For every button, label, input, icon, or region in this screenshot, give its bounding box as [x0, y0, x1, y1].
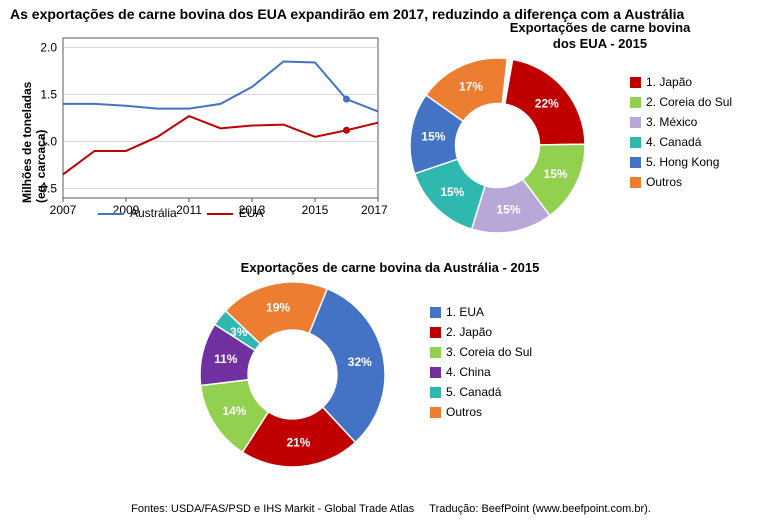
- legend-swatch: [430, 387, 441, 398]
- legend-label: 4. China: [446, 365, 491, 379]
- legend-label: 4. Canadá: [646, 135, 701, 149]
- svg-text:15%: 15%: [421, 129, 445, 143]
- svg-text:15%: 15%: [440, 185, 464, 199]
- legend-item: 1. Japão: [630, 75, 732, 89]
- donut-usa-legend: 1. Japão 2. Coreia do Sul 3. México 4. Cana…: [630, 75, 732, 195]
- chart-title-aus: Exportações de carne bovina da Austrália…: [210, 260, 570, 276]
- legend-label: 3. Coreia do Sul: [446, 345, 532, 359]
- svg-text:21%: 21%: [286, 436, 310, 450]
- donut-chart-aus: Exportações de carne bovina da Austrália…: [170, 260, 640, 490]
- line-chart: Milhões de toneladas(eq. carcaça) 0.51.0…: [8, 28, 388, 258]
- footer: Fontes: USDA/FAS/PSD e IHS Markit - Glob…: [0, 503, 782, 515]
- legend-swatch: [630, 77, 641, 88]
- svg-text:32%: 32%: [348, 355, 372, 369]
- footer-sources: Fontes: USDA/FAS/PSD e IHS Markit - Glob…: [131, 503, 414, 515]
- legend-swatch: [430, 367, 441, 378]
- svg-text:2015: 2015: [302, 203, 329, 217]
- legend-label: Outros: [446, 405, 482, 419]
- legend-item: 5. Hong Kong: [630, 155, 732, 169]
- legend-item: 1. EUA: [430, 305, 532, 319]
- legend-swatch: [630, 157, 641, 168]
- donut-chart-usa: Exportações de carne bovinados EUA - 201…: [400, 20, 775, 250]
- svg-text:2007: 2007: [50, 203, 77, 217]
- svg-text:17%: 17%: [459, 79, 483, 93]
- legend-label: 1. EUA: [446, 305, 484, 319]
- svg-text:1.5: 1.5: [40, 87, 57, 101]
- svg-text:15%: 15%: [497, 202, 521, 216]
- legend-swatch: [430, 347, 441, 358]
- legend-label: 1. Japão: [646, 75, 692, 89]
- chart-title-usa: Exportações de carne bovinados EUA - 201…: [480, 20, 720, 51]
- svg-text:1.0: 1.0: [40, 135, 57, 149]
- legend-item: 4. Canadá: [630, 135, 732, 149]
- legend-label: Outros: [646, 175, 682, 189]
- legend-item-australia: Austrália: [98, 206, 177, 220]
- legend-label: 2. Japão: [446, 325, 492, 339]
- legend-swatch: [430, 327, 441, 338]
- footer-translation: Tradução: BeefPoint (www.beefpoint.com.b…: [429, 503, 651, 515]
- legend-item-eua: EUA: [207, 206, 264, 220]
- legend-swatch: [630, 177, 641, 188]
- svg-text:19%: 19%: [266, 301, 290, 315]
- svg-text:11%: 11%: [214, 352, 238, 366]
- legend-swatch: [430, 407, 441, 418]
- svg-text:2017F: 2017F: [361, 203, 388, 217]
- svg-text:22%: 22%: [535, 97, 559, 111]
- legend-item: 5. Canadá: [430, 385, 532, 399]
- legend-item: Outros: [430, 405, 532, 419]
- donut-aus-legend: 1. EUA 2. Japão 3. Coreia do Sul 4. China 5.…: [430, 305, 532, 425]
- svg-text:14%: 14%: [222, 404, 246, 418]
- svg-text:2.0: 2.0: [40, 40, 57, 54]
- legend-swatch: [630, 117, 641, 128]
- legend-item: 4. China: [430, 365, 532, 379]
- legend-item: Outros: [630, 175, 732, 189]
- svg-text:0.5: 0.5: [40, 182, 57, 196]
- legend-item: 2. Japão: [430, 325, 532, 339]
- legend-label: 5. Canadá: [446, 385, 501, 399]
- legend-swatch: [630, 97, 641, 108]
- legend-label: 5. Hong Kong: [646, 155, 719, 169]
- legend-label: 2. Coreia do Sul: [646, 95, 732, 109]
- legend-label: Austrália: [130, 206, 177, 220]
- legend-item: 2. Coreia do Sul: [630, 95, 732, 109]
- svg-text:15%: 15%: [544, 167, 568, 181]
- legend-label: 3. México: [646, 115, 697, 129]
- legend-item: 3. Coreia do Sul: [430, 345, 532, 359]
- line-legend: Austrália EUA: [98, 206, 263, 220]
- legend-swatch: [630, 137, 641, 148]
- legend-item: 3. México: [630, 115, 732, 129]
- legend-swatch: [430, 307, 441, 318]
- legend-label: EUA: [239, 206, 264, 220]
